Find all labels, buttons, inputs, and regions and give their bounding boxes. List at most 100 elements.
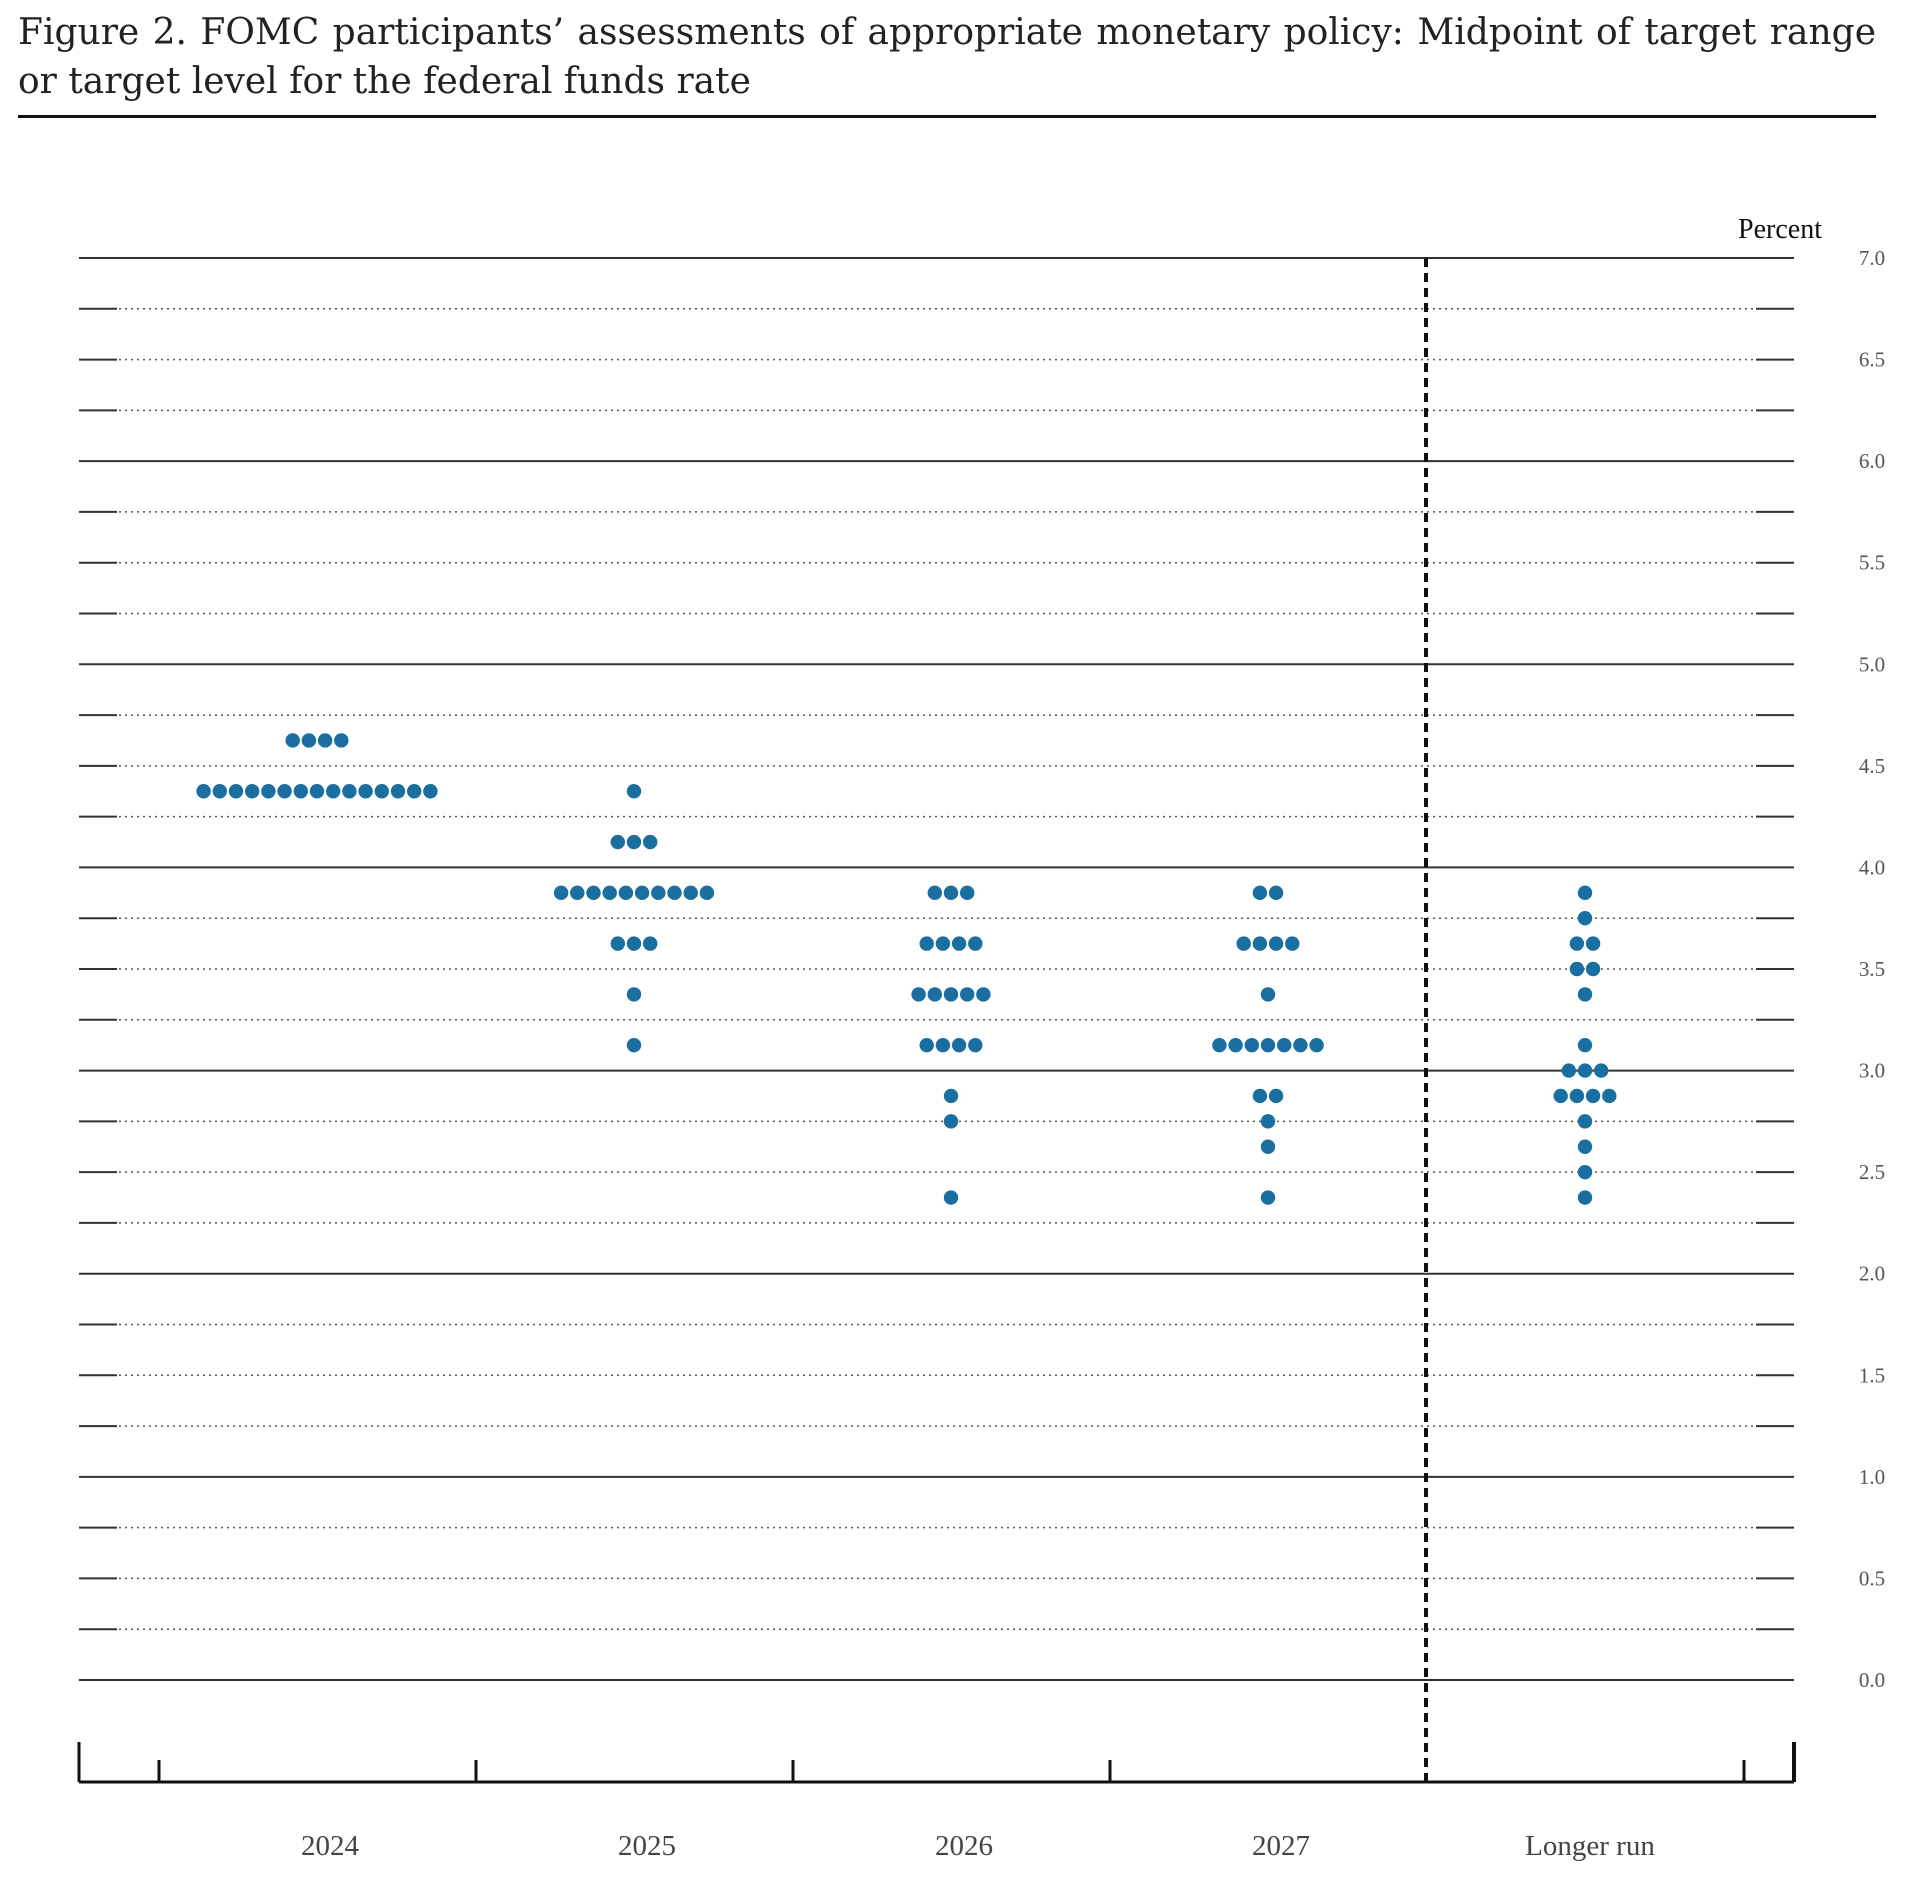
participant-dot [326,784,341,799]
participant-dot [667,885,682,901]
participant-dot [626,834,642,850]
participant-dot [245,784,260,799]
y-axis-unit-label: Percent [1738,214,1822,245]
x-category-label: Longer run [1525,1830,1655,1862]
participant-dot [1569,961,1585,977]
participant-dot [374,784,389,799]
participant-dot [626,936,642,951]
participant-dot [1594,1063,1609,1078]
participant-dot [1577,1037,1593,1053]
participant-dot [1309,1037,1324,1053]
participant-dot [1577,1063,1593,1078]
participant-dot [943,1190,959,1205]
y-tick-label: 4.0 [1859,855,1885,879]
title-rule [18,115,1876,118]
participant-dot [1252,1088,1268,1104]
y-tick-label: 1.5 [1859,1363,1885,1387]
participant-dot [951,936,967,951]
participant-dot [317,733,333,748]
participant-dot [309,784,325,799]
y-tick-label: 3.0 [1859,1059,1885,1083]
participant-dot [976,987,991,1002]
participant-dot [968,1037,983,1053]
participant-dot [1212,1037,1227,1053]
participant-dot [626,784,642,799]
participant-dot [602,885,617,901]
participant-dot [1577,1114,1593,1129]
participant-dot [927,987,942,1002]
dots [196,733,1617,1205]
x-category-label: 2027 [1252,1830,1310,1862]
participant-dot [943,885,959,901]
participant-dot [1585,936,1601,951]
participant-dot [277,784,292,799]
x-axis: 2024 2025 2026 2027 Longer run [77,1742,1796,1862]
participant-dot [553,885,569,901]
y-tick-label: 5.0 [1859,652,1885,676]
y-tick-label: 2.5 [1859,1160,1885,1184]
gridlines [79,257,1794,1681]
participant-dot [407,784,422,799]
x-category-label: 2026 [935,1830,993,1862]
participant-dot [699,885,715,901]
participant-dot [1268,936,1284,951]
participant-dot [634,885,650,901]
participant-dot [358,784,373,799]
figure-title: Figure 2. FOMC participants’ assessments… [18,12,1876,102]
y-tick-label: 7.0 [1859,246,1885,270]
participant-dot [960,885,975,901]
y-tick-label: 4.5 [1859,754,1885,778]
participant-dot [683,885,698,901]
participant-dot [1577,987,1593,1002]
participant-dot [196,784,211,799]
participant-dot [643,834,658,850]
participant-dot [293,784,308,799]
participant-dot [943,1114,959,1129]
y-tick-label: 1.0 [1859,1465,1885,1489]
participant-dot [342,784,357,799]
participant-dot [1236,936,1251,951]
participant-dot [968,936,983,951]
participant-dot [334,733,349,748]
participant-dot [1585,961,1601,977]
participant-dot [1602,1088,1617,1104]
participant-dot [1585,1088,1601,1104]
participant-dot [1244,1037,1260,1053]
participant-dot [1577,885,1593,901]
participant-dot [1277,1037,1292,1053]
y-tick-label: 0.5 [1859,1566,1885,1590]
participant-dot [1268,1088,1284,1104]
participant-dot [1577,911,1593,926]
participant-dot [390,784,406,799]
participant-dot [586,885,601,901]
participant-dot [1268,885,1284,901]
participant-dot [1252,936,1268,951]
participant-dot [643,936,658,951]
participant-dot [919,936,934,951]
participant-dot [570,885,585,901]
participant-dot [935,1037,951,1053]
participant-dot [1293,1037,1308,1053]
participant-dot [285,733,300,748]
participant-dot [1561,1063,1577,1078]
y-tick-label: 3.5 [1859,957,1885,981]
participant-dot [610,936,625,951]
y-tick-labels: 0.0 0.5 1.0 1.5 2.0 2.5 3.0 3.5 4.0 4.5 5.0 5.5 6.0 6… [1859,246,1885,1692]
participant-dot [1577,1164,1593,1180]
participant-dot [261,784,276,799]
participant-dot [1577,1139,1593,1154]
participant-dot [919,1037,934,1053]
participant-dot [1553,1088,1568,1104]
x-category-label: 2025 [618,1830,676,1862]
participant-dot [610,834,625,850]
x-category-label: 2024 [301,1830,360,1862]
participant-dot [927,885,942,901]
participant-dot [943,987,959,1002]
participant-dot [960,987,975,1002]
participant-dot [1577,1190,1593,1205]
y-tick-label: 0.0 [1859,1668,1885,1692]
participant-dot [1260,1139,1276,1154]
y-tick-label: 5.5 [1859,551,1885,575]
participant-dot [1569,936,1585,951]
